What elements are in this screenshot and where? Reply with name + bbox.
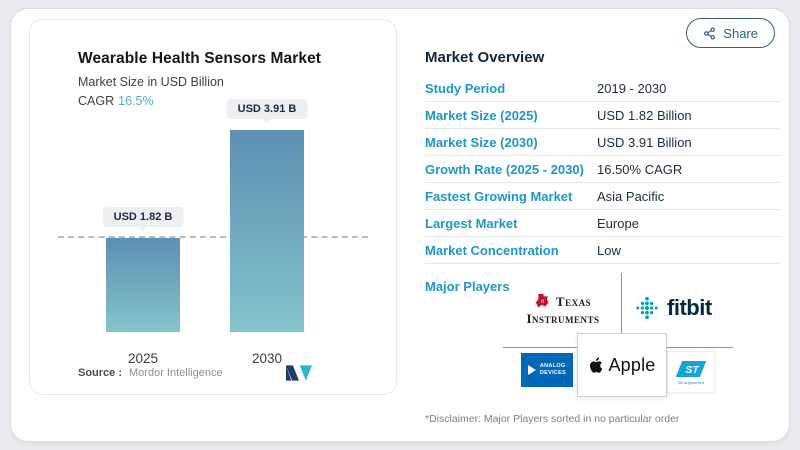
svg-text:ti: ti xyxy=(541,299,545,305)
overview-table: Study Period 2019 - 2030 Market Size (20… xyxy=(425,75,781,264)
chart-title: Wearable Health Sensors Market xyxy=(78,50,322,67)
stmicroelectronics-logo: ST life.augmented xyxy=(667,351,715,393)
row-value: Asia Pacific xyxy=(597,188,665,204)
chart-subtitle: Market Size in USD Billion xyxy=(78,75,224,89)
bar-value-pill: USD 3.91 B xyxy=(226,99,308,119)
major-players-section: Major Players ti Texas Instruments f xyxy=(425,267,781,413)
table-row: Market Size (2030) USD 3.91 Billion xyxy=(425,129,781,156)
players-vertical-divider xyxy=(621,273,622,333)
texas-instruments-icon: ti xyxy=(535,293,549,308)
fitbit-wordmark: fitbit xyxy=(667,295,712,320)
analog-devices-logo: ANALOG DEVICES xyxy=(521,353,573,387)
table-row: Fastest Growing Market Asia Pacific xyxy=(425,183,781,210)
players-horizontal-divider xyxy=(503,347,577,348)
report-card: Share Wearable Health Sensors Market Mar… xyxy=(10,8,790,442)
table-row: Study Period 2019 - 2030 xyxy=(425,75,781,102)
bar-group: USD 1.82 B 2025 xyxy=(102,120,184,366)
row-label: Growth Rate (2025 - 2030) xyxy=(425,161,584,177)
x-axis-label: 2025 xyxy=(127,351,159,366)
row-label: Fastest Growing Market xyxy=(425,188,573,204)
row-value: USD 3.91 Billion xyxy=(597,134,692,150)
disclaimer-text: *Disclaimer: Major Players sorted in no … xyxy=(425,413,680,425)
share-button[interactable]: Share xyxy=(686,18,775,48)
row-value: Europe xyxy=(597,215,639,231)
row-label: Largest Market xyxy=(425,215,518,231)
mordor-intelligence-logo-icon xyxy=(286,365,312,381)
players-horizontal-divider xyxy=(667,347,733,348)
ti-wordmark-line1: Texas xyxy=(555,294,592,309)
chart-header: Wearable Health Sensors Market Market Si… xyxy=(30,20,396,108)
bar-group: USD 3.91 B 2030 xyxy=(226,99,308,366)
row-value: USD 1.82 Billion xyxy=(597,107,692,123)
table-row: Growth Rate (2025 - 2030) 16.50% CAGR xyxy=(425,156,781,183)
cagr-label: CAGR xyxy=(78,94,115,108)
table-row: Market Size (2025) USD 1.82 Billion xyxy=(425,102,781,129)
fitbit-logo: fitbit xyxy=(635,289,735,327)
fitbit-dots-icon xyxy=(636,296,658,320)
st-icon: ST xyxy=(675,360,707,377)
row-label: Market Concentration xyxy=(425,242,559,258)
bar xyxy=(106,238,180,332)
overview-title: Market Overview xyxy=(425,49,545,66)
major-players-label: Major Players xyxy=(425,279,510,294)
source-label: Source : xyxy=(78,367,123,379)
row-label: Market Size (2025) xyxy=(425,107,538,123)
apple-logo-card: Apple xyxy=(577,333,667,397)
table-row: Largest Market Europe xyxy=(425,210,781,237)
source-value: Mordor Intelligence xyxy=(129,367,223,379)
row-value: 16.50% CAGR xyxy=(597,161,683,177)
row-label: Market Size (2030) xyxy=(425,134,538,150)
analog-devices-triangle-icon xyxy=(527,365,536,375)
chart-cagr: CAGR 16.5% xyxy=(78,94,396,108)
ti-wordmark-line2: Instruments xyxy=(526,311,600,326)
bar-value-pill: USD 1.82 B xyxy=(102,207,184,227)
texas-instruments-logo: ti Texas Instruments xyxy=(509,285,617,333)
source-row: Source : Mordor Intelligence xyxy=(78,367,223,379)
bar xyxy=(230,130,304,332)
apple-icon xyxy=(590,357,603,373)
table-row: Market Concentration Low xyxy=(425,237,781,264)
analog-devices-wordmark: ANALOG DEVICES xyxy=(539,363,567,376)
x-axis-label: 2030 xyxy=(251,351,283,366)
row-value: Low xyxy=(597,242,621,258)
svg-text:ST: ST xyxy=(685,365,700,376)
share-button-label: Share xyxy=(723,25,758,41)
cagr-value: 16.5% xyxy=(118,94,154,108)
bar-chart: USD 1.82 B 2025 USD 3.91 B 2030 xyxy=(50,99,376,366)
apple-wordmark: Apple xyxy=(608,354,656,375)
share-icon xyxy=(704,26,716,40)
market-size-chart-panel: Wearable Health Sensors Market Market Si… xyxy=(29,19,397,395)
row-value: 2019 - 2030 xyxy=(597,80,667,96)
row-label: Study Period xyxy=(425,80,506,96)
reference-line xyxy=(58,236,368,238)
st-tagline: life.augmented xyxy=(677,379,705,385)
